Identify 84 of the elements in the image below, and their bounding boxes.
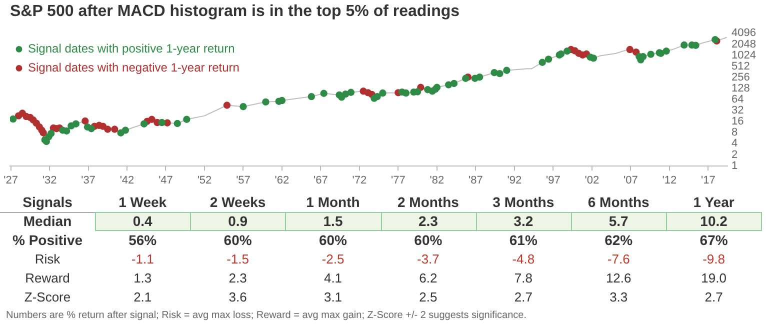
data-label: 4.1 [324, 270, 342, 286]
data-label: -3.7 [416, 252, 440, 267]
x-tick-label: '07 [624, 174, 638, 186]
x-tick-label: '62 [274, 174, 290, 186]
x-tick-label: '37 [81, 174, 96, 186]
data-label: 2.3 [418, 212, 438, 229]
x-tick-label: '02 [584, 174, 600, 186]
data-label: 2.5 [419, 290, 438, 305]
data-label: 5.7 [608, 212, 629, 229]
data-label: 10.2 [700, 212, 728, 229]
y-tick-label: 2 [732, 148, 738, 161]
data-label: 2.7 [704, 290, 723, 305]
x-tick-label: '87 [468, 174, 483, 186]
data-label: 3.2 [514, 212, 534, 229]
y-tick-label: Risk [34, 252, 61, 267]
x-tick-label: 2 Months [397, 194, 460, 210]
y-tick-label: 512 [732, 60, 750, 72]
x-tick-label: '32 [42, 174, 57, 186]
x-tick-label: '77 [391, 174, 406, 186]
data-label: 2.3 [228, 270, 247, 286]
data-label: 3.1 [324, 290, 342, 305]
x-tick-label: 3 Months [492, 194, 554, 210]
x-tick-label: 6 Months [588, 194, 650, 210]
data-label: 2.1 [134, 290, 152, 305]
data-label: -1.1 [131, 252, 154, 267]
x-tick-label: '52 [197, 174, 212, 186]
data-label: 6.2 [419, 270, 438, 286]
y-tick-label: 128 [732, 82, 750, 94]
data-label: 0.9 [228, 212, 248, 229]
data-label: 1.5 [323, 212, 343, 229]
data-label: 0.4 [132, 212, 153, 229]
data-label: 19.0 [701, 270, 726, 286]
x-tick-label: '27 [4, 174, 18, 186]
data-label: 60% [318, 232, 348, 248]
data-label: 60% [414, 232, 443, 248]
data-label: 12.6 [606, 270, 632, 286]
data-label: 1.3 [134, 270, 152, 286]
x-tick-label: '57 [236, 174, 250, 186]
data-label: -1.5 [226, 252, 250, 267]
data-label: 2.7 [514, 290, 532, 305]
data-label: 7.8 [514, 270, 532, 286]
data-label: -2.5 [322, 252, 344, 267]
legend-label: Signal dates with negative 1-year return [28, 60, 240, 75]
y-tick-label: Reward [25, 270, 70, 286]
x-tick-label: 1 Week [118, 194, 167, 210]
data-label: -9.8 [702, 252, 726, 267]
x-tick-label: '47 [158, 174, 173, 186]
data-label: -7.6 [607, 252, 630, 267]
y-tick-label: 8 [732, 126, 738, 139]
y-tick-label: 256 [732, 71, 750, 84]
legend-label: Signal dates with positive 1-year return [28, 42, 235, 56]
x-tick-label: '97 [546, 174, 560, 186]
x-tick-label: '67 [314, 174, 328, 186]
data-label: 61% [509, 232, 538, 248]
y-tick-label: 1024 [732, 49, 756, 62]
y-tick-label: 2048 [732, 38, 756, 50]
x-tick-label: '72 [352, 174, 367, 186]
x-tick-label: 1 Month [306, 194, 360, 210]
x-tick-label: '17 [700, 174, 716, 186]
data-label: 60% [224, 232, 252, 248]
y-tick-label: Z-Score [24, 290, 71, 305]
y-tick-label: 4096 [732, 27, 756, 40]
y-tick-label: 32 [732, 104, 744, 117]
data-label: -4.8 [512, 252, 535, 267]
x-tick-label: '82 [430, 174, 444, 186]
x-tick-label: '92 [507, 174, 522, 186]
chart-title: S&P 500 after MACD histogram is in the top 5% of readings [10, 3, 460, 20]
y-tick-label: % Positive [12, 232, 83, 248]
y-tick-label: 16 [732, 116, 744, 128]
x-tick-label: '42 [120, 174, 134, 186]
data-label: 56% [128, 232, 158, 248]
y-tick-label: 1 [732, 160, 738, 172]
data-label: 3.6 [228, 290, 247, 305]
y-tick-label: Median [23, 212, 72, 229]
y-tick-label: 64 [732, 94, 744, 106]
data-label: 3.3 [610, 290, 628, 305]
y-tick-label: 4 [732, 138, 738, 150]
x-tick-label: '12 [662, 174, 677, 186]
x-tick-label: 1 Year [693, 194, 735, 210]
data-label: 67% [700, 232, 728, 248]
text: Numbers are % return after signal; Risk = avg max loss; Reward = avg max gain; Z-Score +/- 2 suggests significance. [6, 310, 526, 321]
y-axis-title: Signals [22, 194, 73, 210]
x-tick-label: 2 Weeks [210, 194, 266, 210]
data-label: 62% [604, 232, 634, 248]
